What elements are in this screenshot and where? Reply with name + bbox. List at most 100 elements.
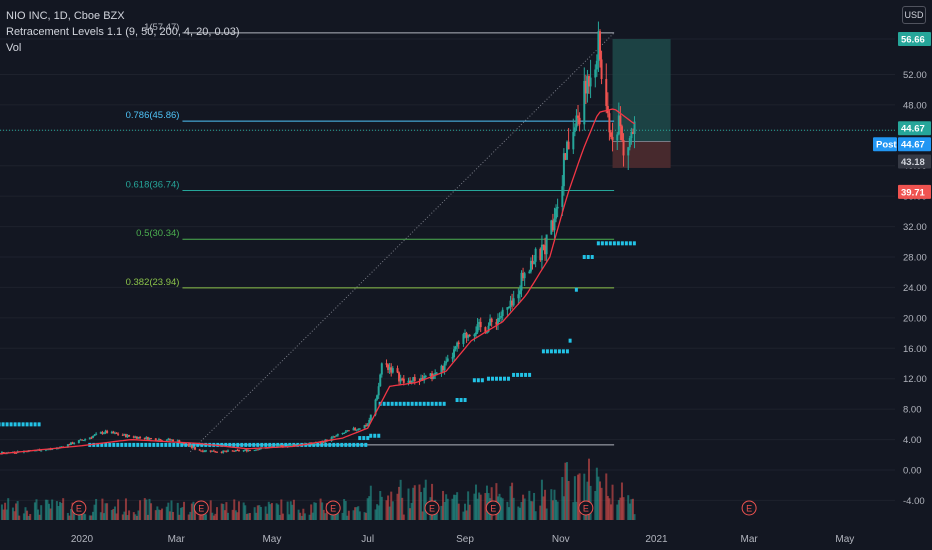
volume-bar xyxy=(333,510,336,520)
price-tag-entry xyxy=(898,154,931,169)
candle-body xyxy=(212,450,215,452)
volume-bar xyxy=(113,506,116,520)
level-marker xyxy=(320,442,324,447)
volume-bar xyxy=(509,486,512,520)
candle-body xyxy=(2,452,5,454)
price-tag-label: 44.67 xyxy=(901,140,925,151)
volume-bar xyxy=(633,514,636,520)
volume-bar xyxy=(200,511,203,520)
candle-body xyxy=(233,450,236,452)
volume-bar xyxy=(500,497,503,520)
candle-body xyxy=(619,115,622,127)
volume-bar xyxy=(123,511,126,520)
candle-body xyxy=(189,445,192,447)
level-marker xyxy=(176,442,180,447)
candle-body xyxy=(183,442,186,444)
volume-bar xyxy=(501,498,504,520)
level-marker xyxy=(188,442,192,447)
indicator-title[interactable]: Retracement Levels 1.1 (9, 50, 200, 4, 2… xyxy=(6,26,240,38)
volume-bar xyxy=(512,497,515,520)
price-axis[interactable]: 52.0048.0040.0036.0032.0028.0024.0020.00… xyxy=(903,70,927,507)
volume-bar xyxy=(124,498,127,520)
level-marker xyxy=(104,442,108,447)
volume-bar xyxy=(457,503,460,520)
candle-body xyxy=(628,138,631,148)
level-marker xyxy=(204,442,208,447)
candle-body xyxy=(148,438,151,440)
earnings-label: E xyxy=(330,504,336,514)
volume-bar xyxy=(511,482,514,520)
volume-bar xyxy=(398,486,401,520)
candle-body xyxy=(572,132,575,150)
candle-body xyxy=(363,425,366,429)
symbol-title[interactable]: NIO INC, 1D, Cboe BZX xyxy=(6,10,125,22)
candle-body xyxy=(627,147,630,156)
volume-bar xyxy=(479,494,482,520)
price-tag-last xyxy=(898,121,931,136)
price-tag-post xyxy=(873,137,897,152)
price-tags: 56.66 44.67 Post 44.67 43.18 39.71 xyxy=(873,32,931,199)
candle-body xyxy=(341,433,344,435)
candle-body xyxy=(605,79,608,106)
volume-bar xyxy=(347,510,350,520)
fib-levels: 1(57.47) 0.786(45.86) 0.618(36.74) 0.5(30.3… xyxy=(126,22,615,453)
volume-bar xyxy=(225,502,228,520)
level-marker xyxy=(25,422,29,427)
candle-body xyxy=(534,248,537,262)
stop-zone xyxy=(612,141,671,168)
candle-body xyxy=(139,436,142,438)
candle-body xyxy=(487,325,490,332)
volume-bar xyxy=(319,498,322,520)
level-marker xyxy=(358,436,362,441)
level-marker xyxy=(132,442,136,447)
candle-body xyxy=(215,451,218,453)
volume-bars xyxy=(0,458,636,520)
volume-bar xyxy=(380,496,383,520)
candle-body xyxy=(205,450,208,452)
volume-bar xyxy=(453,494,456,520)
volume-title[interactable]: Vol xyxy=(6,42,22,54)
level-marker xyxy=(156,442,160,447)
volume-bar xyxy=(396,493,399,520)
candle-body xyxy=(198,449,201,451)
volume-bar xyxy=(611,484,614,520)
candle-body xyxy=(150,438,153,440)
volume-bar xyxy=(617,500,620,520)
volume-bar xyxy=(280,499,283,520)
volume-bar xyxy=(178,514,181,520)
volume-bar xyxy=(5,509,8,520)
level-marker xyxy=(168,442,172,447)
level-marker xyxy=(348,442,352,447)
volume-bar xyxy=(399,479,402,520)
price-tag-stop xyxy=(898,184,931,199)
time-axis[interactable]: 2020 Mar May Jul Sep Nov 2021 Mar May xyxy=(71,534,854,545)
volume-bar xyxy=(84,514,87,520)
candle-body xyxy=(201,450,204,452)
volume-bar xyxy=(233,499,236,520)
candle-body xyxy=(490,318,493,323)
level-marker xyxy=(582,255,586,260)
currency-button[interactable]: USD xyxy=(902,6,926,24)
candle-body xyxy=(255,449,258,451)
volume-bar xyxy=(7,498,10,520)
volume-bar xyxy=(179,507,182,520)
candle-body xyxy=(157,439,160,441)
candle-body xyxy=(126,435,129,438)
volume-bar xyxy=(522,494,525,520)
candle-body xyxy=(509,300,512,307)
volume-bar xyxy=(344,501,347,520)
level-marker xyxy=(476,378,480,383)
volume-bar xyxy=(567,480,570,520)
volume-bar xyxy=(209,500,212,520)
level-marker xyxy=(528,372,532,377)
candle-body xyxy=(432,375,435,379)
candle-body xyxy=(319,442,322,444)
candle-body xyxy=(258,449,261,451)
candle-body xyxy=(622,140,625,156)
candle-body xyxy=(190,445,193,448)
volume-bar xyxy=(258,505,261,520)
candle-body xyxy=(446,358,449,362)
candle-body xyxy=(244,449,247,451)
volume-bar xyxy=(187,514,190,520)
